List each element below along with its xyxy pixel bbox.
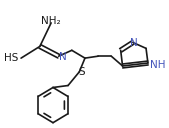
Text: HS: HS xyxy=(4,53,18,63)
Text: N: N xyxy=(59,52,66,62)
Text: NH: NH xyxy=(150,60,165,70)
Text: N: N xyxy=(130,38,138,49)
Text: NH₂: NH₂ xyxy=(41,16,61,26)
Text: S: S xyxy=(78,67,84,77)
